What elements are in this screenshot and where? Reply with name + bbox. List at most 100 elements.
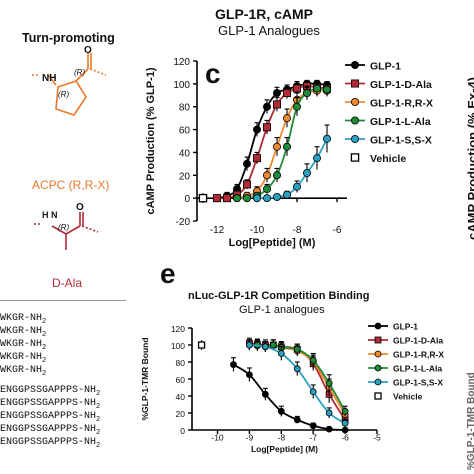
data-point (233, 194, 242, 203)
data-point (325, 425, 333, 433)
sequence-row: WKGR-NH2 (0, 352, 46, 365)
sequence-text: WKGR-NH (0, 313, 43, 324)
legend-marker (374, 378, 382, 386)
left-divider (0, 300, 126, 301)
sequence-text: WKGR-NH (0, 326, 43, 337)
legend-label: Vehicle (393, 391, 423, 401)
legend-label: GLP-1-R,R-X (370, 97, 433, 109)
chart-e-subtitle: GLP-1 analogues (239, 304, 325, 316)
data-point (293, 365, 301, 373)
data-point (302, 168, 311, 177)
data-point (261, 390, 269, 398)
series-line (216, 82, 328, 200)
sequence-subscript: 2 (42, 370, 47, 378)
sequence-row: ENGGPSSGAPPPS-NH2 (0, 437, 100, 450)
y-tick-label: 40 (176, 392, 186, 402)
data-point (261, 343, 269, 351)
data-point (263, 102, 272, 111)
data-point (277, 350, 285, 357)
svg-text:O: O (76, 202, 84, 213)
chart-e-title: nLuc-GLP-1R Competition Binding (188, 290, 370, 302)
sequence-row: ENGGPSSGAPPPS-NH2 (0, 424, 100, 437)
sequence-text: WKGR-NH (0, 365, 43, 376)
y-tick-label: 60 (176, 375, 186, 385)
legend-marker (350, 60, 359, 69)
y-tick-label: 60 (179, 126, 191, 137)
legend-label: GLP-1-D-Ala (370, 79, 432, 91)
legend-marker (350, 116, 359, 125)
x-tick-label: -9 (246, 433, 254, 443)
x-tick-label: -8 (293, 225, 302, 236)
y-tick-label: 20 (179, 171, 191, 182)
chart-e-letter: e (160, 258, 176, 289)
sequence-text: ENGGPSSGAPPPS-NH (0, 424, 97, 435)
legend-label: GLP-1-S,S-X (393, 377, 443, 387)
legend-marker (350, 153, 360, 162)
y-tick-label: 20 (176, 409, 186, 419)
sequence-row: ENGGPSSGAPPPS-NH2 (0, 398, 100, 411)
dala-nh-label: H N (42, 210, 58, 220)
data-point (246, 371, 253, 379)
sequence-subscript: 2 (42, 344, 47, 352)
y-tick-label: 100 (173, 80, 190, 91)
data-point (322, 85, 331, 94)
legend-label: GLP-1-D-Ala (393, 335, 443, 345)
legend-label: GLP-1-R,R-X (393, 349, 444, 359)
legend-marker (350, 98, 359, 107)
legend-marker (374, 364, 382, 372)
dala-structure: H N O (R) (34, 202, 99, 250)
x-tick-label: -10 (211, 433, 224, 443)
data-point (292, 182, 301, 191)
legend-marker (374, 350, 382, 358)
data-point (325, 409, 333, 417)
legend-label: GLP-1-L-Ala (393, 363, 442, 373)
chart-c-title: GLP-1R, cAMP (215, 6, 314, 22)
data-point (272, 100, 281, 109)
sequence-subscript: 2 (96, 429, 101, 437)
sequence-text: WKGR-NH (0, 339, 43, 350)
data-point (292, 102, 301, 111)
data-point (213, 194, 222, 203)
sequence-row: WKGR-NH2 (0, 326, 46, 339)
data-point (341, 407, 349, 415)
dala-label: D-Ala (52, 276, 83, 290)
y-tick-label: 100 (171, 341, 185, 351)
legend-marker (350, 135, 359, 144)
data-point (272, 142, 281, 151)
sequence-row: WKGR-NH2 (0, 365, 46, 378)
sequence-row: WKGR-NH2 (0, 339, 46, 352)
vehicle-point (198, 193, 208, 203)
y-tick-label: 120 (173, 57, 190, 68)
y-tick-label: 120 (171, 324, 185, 334)
x-tick-label: -10 (250, 225, 265, 236)
data-point (272, 171, 281, 180)
y-axis-label: cAMP Production (% GLP-1) (145, 67, 157, 214)
panel-letter: c (205, 58, 221, 89)
acpc-stereo-2: (R) (74, 68, 85, 77)
series-line (236, 87, 328, 200)
data-point (293, 416, 301, 424)
data-point (253, 154, 262, 163)
sequence-subscript: 2 (42, 357, 47, 365)
y-tick-label: 0 (180, 426, 185, 436)
data-point (282, 190, 291, 199)
data-point (282, 89, 291, 98)
data-point (243, 194, 252, 203)
data-point (312, 84, 321, 93)
sequence-row: ENGGPSSGAPPPS-NH2 (0, 385, 100, 398)
x-tick-label: -12 (210, 225, 225, 236)
data-point (292, 84, 301, 93)
data-point (263, 171, 272, 180)
right-edge-label-bottom: %GLP-1-TMR Bound (466, 372, 474, 470)
data-point (243, 180, 252, 189)
vehicle-point (197, 341, 206, 349)
data-point (263, 194, 272, 203)
data-point (243, 159, 252, 168)
data-point (253, 125, 262, 134)
sequence-text: ENGGPSSGAPPPS-NH (0, 385, 97, 396)
data-point (282, 114, 291, 123)
legend-label: GLP-1-L-Ala (370, 116, 431, 128)
x-tick-label: -8 (278, 433, 286, 443)
x-tick-label: -5 (373, 433, 381, 443)
data-point (282, 142, 291, 151)
